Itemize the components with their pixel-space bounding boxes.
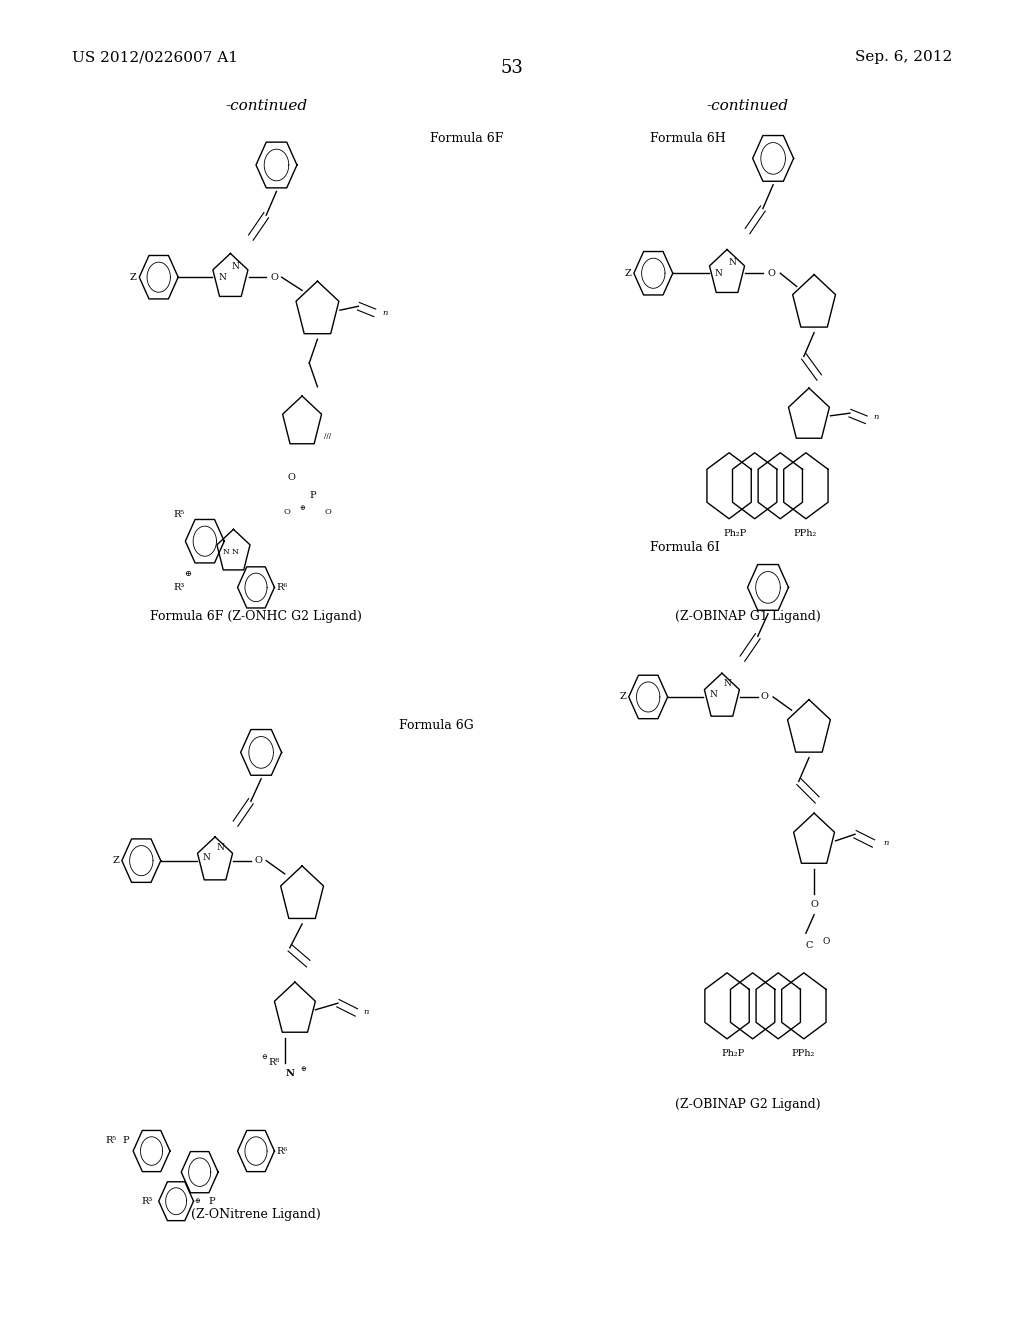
Text: R³: R³ bbox=[142, 1197, 153, 1205]
Text: ⊕: ⊕ bbox=[299, 504, 305, 512]
Text: 53: 53 bbox=[501, 59, 523, 78]
Text: n: n bbox=[883, 840, 889, 847]
Text: O: O bbox=[284, 508, 290, 516]
Text: n: n bbox=[873, 413, 880, 421]
Text: Formula 6G: Formula 6G bbox=[399, 719, 474, 733]
Text: ⊖: ⊖ bbox=[261, 1053, 267, 1061]
Text: O: O bbox=[325, 508, 331, 516]
Text: N: N bbox=[216, 843, 224, 851]
Text: O: O bbox=[767, 269, 775, 277]
Text: ⊕: ⊕ bbox=[195, 1197, 201, 1205]
Text: O: O bbox=[761, 693, 769, 701]
Text: Ph₂P: Ph₂P bbox=[722, 1049, 744, 1057]
Text: (Z-ONitrene Ligand): (Z-ONitrene Ligand) bbox=[191, 1208, 321, 1221]
Text: US 2012/0226007 A1: US 2012/0226007 A1 bbox=[72, 50, 238, 65]
Text: O: O bbox=[254, 857, 262, 865]
Text: -continued: -continued bbox=[225, 99, 307, 114]
Text: R⁵: R⁵ bbox=[105, 1137, 116, 1144]
Text: N: N bbox=[715, 269, 723, 277]
Text: Z: Z bbox=[620, 693, 626, 701]
Text: Formula 6F (Z-ONHC G2 Ligand): Formula 6F (Z-ONHC G2 Ligand) bbox=[151, 610, 361, 623]
Text: -continued: -continued bbox=[707, 99, 788, 114]
Text: N: N bbox=[218, 273, 226, 281]
Text: n: n bbox=[364, 1008, 370, 1016]
Text: N: N bbox=[728, 259, 736, 267]
Text: Z: Z bbox=[130, 273, 136, 281]
Text: N: N bbox=[723, 680, 731, 688]
Text: R⁶: R⁶ bbox=[275, 1147, 288, 1155]
Text: (Z-OBINAP G2 Ligand): (Z-OBINAP G2 Ligand) bbox=[675, 1098, 820, 1111]
Text: O: O bbox=[288, 474, 296, 482]
Text: PPh₂: PPh₂ bbox=[792, 1049, 814, 1057]
Text: Z: Z bbox=[625, 269, 631, 277]
Text: O: O bbox=[822, 937, 830, 945]
Text: N: N bbox=[286, 1069, 294, 1077]
Text: N: N bbox=[710, 690, 718, 698]
Text: Formula 6H: Formula 6H bbox=[650, 132, 726, 145]
Text: O: O bbox=[810, 900, 818, 908]
Text: C: C bbox=[805, 941, 813, 949]
Text: PPh₂: PPh₂ bbox=[794, 529, 816, 537]
Text: P: P bbox=[123, 1137, 129, 1144]
Text: N: N bbox=[231, 263, 240, 271]
Text: R⁶: R⁶ bbox=[275, 583, 288, 591]
Text: n: n bbox=[382, 309, 388, 317]
Text: Ph₂P: Ph₂P bbox=[724, 529, 746, 537]
Text: (Z-OBINAP G1 Ligand): (Z-OBINAP G1 Ligand) bbox=[675, 610, 820, 623]
Text: Formula 6F: Formula 6F bbox=[430, 132, 504, 145]
Text: P: P bbox=[209, 1197, 215, 1205]
Text: P: P bbox=[309, 491, 315, 499]
Text: Formula 6I: Formula 6I bbox=[650, 541, 720, 554]
Text: Sep. 6, 2012: Sep. 6, 2012 bbox=[855, 50, 952, 65]
Text: R³: R³ bbox=[174, 583, 184, 591]
Text: N N: N N bbox=[223, 548, 240, 556]
Text: ///: /// bbox=[325, 432, 331, 440]
Text: N: N bbox=[203, 854, 211, 862]
Text: Z: Z bbox=[113, 857, 119, 865]
Text: ⊕: ⊕ bbox=[184, 570, 190, 578]
Text: O: O bbox=[270, 273, 279, 281]
Text: R⁸: R⁸ bbox=[269, 1059, 280, 1067]
Text: R⁵: R⁵ bbox=[174, 511, 184, 519]
Text: ⊕: ⊕ bbox=[300, 1065, 306, 1073]
